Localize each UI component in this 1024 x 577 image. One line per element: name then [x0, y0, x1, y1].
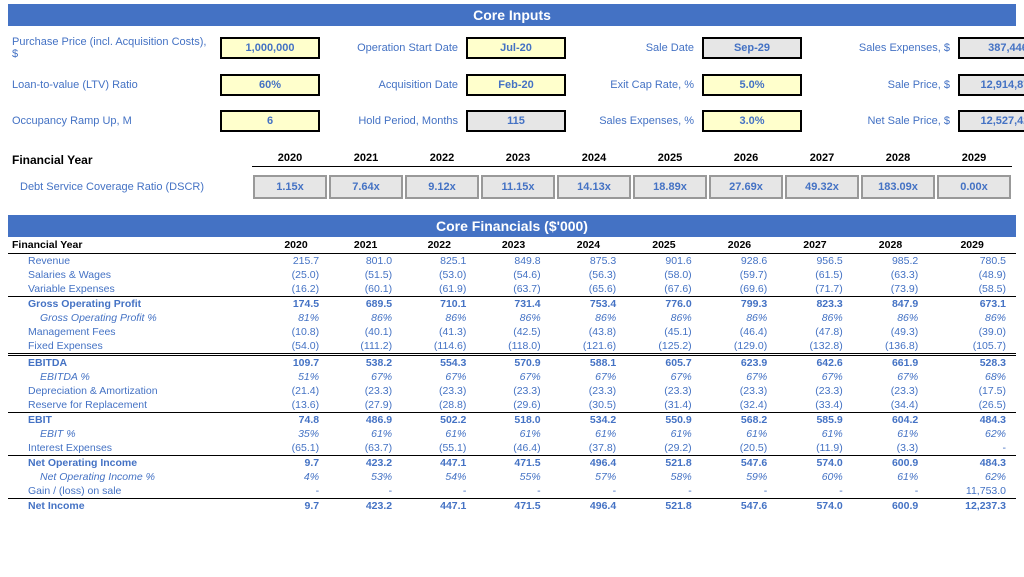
fy-year: 2025 [632, 152, 708, 167]
salaries-row: Salaries & Wages(25.0)(51.5)(53.0)(54.6)… [8, 268, 1016, 282]
gop-row: Gross Operating Profit174.5689.5710.1731… [8, 297, 1016, 312]
reserve-row: Reserve for Replacement(13.6)(27.9)(28.8… [8, 398, 1016, 413]
dscr-label: Debt Service Coverage Ratio (DSCR) [12, 181, 252, 193]
ltv-label: Loan-to-value (LTV) Ratio [12, 79, 212, 91]
fy-year: 2024 [551, 237, 627, 254]
fy-year: 2026 [702, 237, 778, 254]
dscr-val: 49.32x [785, 175, 859, 199]
fy-year: 2027 [784, 152, 860, 167]
ebit-pct-row: EBIT %35%61%61%61%61%61%61%61%61%62% [8, 427, 1016, 441]
fy-year: 2025 [626, 237, 702, 254]
dscr-val: 11.15x [481, 175, 555, 199]
sale-date-label: Sale Date [574, 42, 694, 54]
exit-cap-label: Exit Cap Rate, % [574, 79, 694, 91]
sale-price-value: 12,914,870 [958, 74, 1024, 96]
inputs-grid: Purchase Price (incl. Acquisition Costs)… [8, 36, 1016, 132]
fy-year: 2023 [476, 237, 550, 254]
interest-row: Interest Expenses(65.1)(63.7)(55.1)(46.4… [8, 441, 1016, 456]
sale-price-label: Sale Price, $ [810, 79, 950, 91]
op-start-input[interactable]: Jul-20 [466, 37, 566, 59]
sales-exp-pct-label: Sales Expenses, % [574, 115, 694, 127]
gop-pct-row: Gross Operating Profit %81%86%86%86%86%8… [8, 311, 1016, 325]
fy-label-2: Financial Year [8, 237, 263, 254]
sales-exp-label: Sales Expenses, $ [810, 42, 950, 54]
ebitda-pct-row: EBITDA %51%67%67%67%67%67%67%67%67%68% [8, 370, 1016, 384]
hold-period-value: 115 [466, 110, 566, 132]
exit-cap-input[interactable]: 5.0% [702, 74, 802, 96]
core-fin-header: Core Financials ($'000) [8, 215, 1016, 237]
fy-year: 2028 [860, 152, 936, 167]
ebit-row: EBIT74.8486.9502.2518.0534.2550.9568.258… [8, 413, 1016, 428]
sales-exp-pct-input[interactable]: 3.0% [702, 110, 802, 132]
dscr-val: 27.69x [709, 175, 783, 199]
op-start-label: Operation Start Date [328, 42, 458, 54]
fy-year: 2022 [404, 152, 480, 167]
dep-row: Depreciation & Amortization(21.4)(23.3)(… [8, 384, 1016, 398]
core-inputs-header: Core Inputs [8, 4, 1016, 26]
ebitda-row: EBITDA109.7538.2554.3570.9588.1605.7623.… [8, 355, 1016, 371]
fy-year: 2028 [853, 237, 929, 254]
noi-pct-row: Net Operating Income %4%53%54%55%57%58%5… [8, 470, 1016, 484]
dscr-val: 9.12x [405, 175, 479, 199]
varexp-row: Variable Expenses(16.2)(60.1)(61.9)(63.7… [8, 282, 1016, 297]
acq-date-label: Acquisition Date [328, 79, 458, 91]
occ-ramp-label: Occupancy Ramp Up, M [12, 115, 212, 127]
acq-date-input[interactable]: Feb-20 [466, 74, 566, 96]
fy-year: 2029 [936, 152, 1012, 167]
purchase-price-input[interactable]: 1,000,000 [220, 37, 320, 59]
fixed-row: Fixed Expenses(54.0)(111.2)(114.6)(118.0… [8, 339, 1016, 355]
mgmt-row: Management Fees(10.8)(40.1)(41.3)(42.5)(… [8, 325, 1016, 339]
fy-year: 2021 [328, 152, 404, 167]
fy-year: 2029 [928, 237, 1016, 254]
fy-year: 2027 [777, 237, 853, 254]
core-financials-table: Core Financials ($'000) Financial Year 2… [8, 215, 1016, 513]
fy-year: 2021 [329, 237, 402, 254]
revenue-row: Revenue215.7801.0825.1849.8875.3901.6928… [8, 254, 1016, 269]
sales-exp-value: 387,446 [958, 37, 1024, 59]
occ-ramp-input[interactable]: 6 [220, 110, 320, 132]
fy-year: 2020 [263, 237, 329, 254]
dscr-val: 14.13x [557, 175, 631, 199]
netincome-row: Net Income9.7423.2447.1471.5496.4521.854… [8, 499, 1016, 514]
net-sale-label: Net Sale Price, $ [810, 115, 950, 127]
dscr-val: 18.89x [633, 175, 707, 199]
fy-year: 2023 [480, 152, 556, 167]
dscr-val: 183.09x [861, 175, 935, 199]
fy-label-1: Financial Year [12, 153, 252, 167]
ltv-input[interactable]: 60% [220, 74, 320, 96]
gain-row: Gain / (loss) on sale---------11,753.0 [8, 484, 1016, 499]
fy-year: 2024 [556, 152, 632, 167]
dscr-val: 7.64x [329, 175, 403, 199]
purchase-price-label: Purchase Price (incl. Acquisition Costs)… [12, 36, 212, 60]
fy-row-1: Financial Year 2020 2021 2022 2023 2024 … [8, 152, 1016, 167]
dscr-row: Debt Service Coverage Ratio (DSCR) 1.15x… [8, 175, 1016, 199]
fy-year: 2020 [252, 152, 328, 167]
hold-period-label: Hold Period, Months [328, 115, 458, 127]
dscr-val: 1.15x [253, 175, 327, 199]
fy-year: 2022 [402, 237, 476, 254]
net-sale-value: 12,527,424 [958, 110, 1024, 132]
noi-row: Net Operating Income9.7423.2447.1471.549… [8, 456, 1016, 471]
dscr-val: 0.00x [937, 175, 1011, 199]
fy-row-2: Financial Year 2020 2021 2022 2023 2024 … [8, 237, 1016, 254]
sale-date-value: Sep-29 [702, 37, 802, 59]
fy-year: 2026 [708, 152, 784, 167]
